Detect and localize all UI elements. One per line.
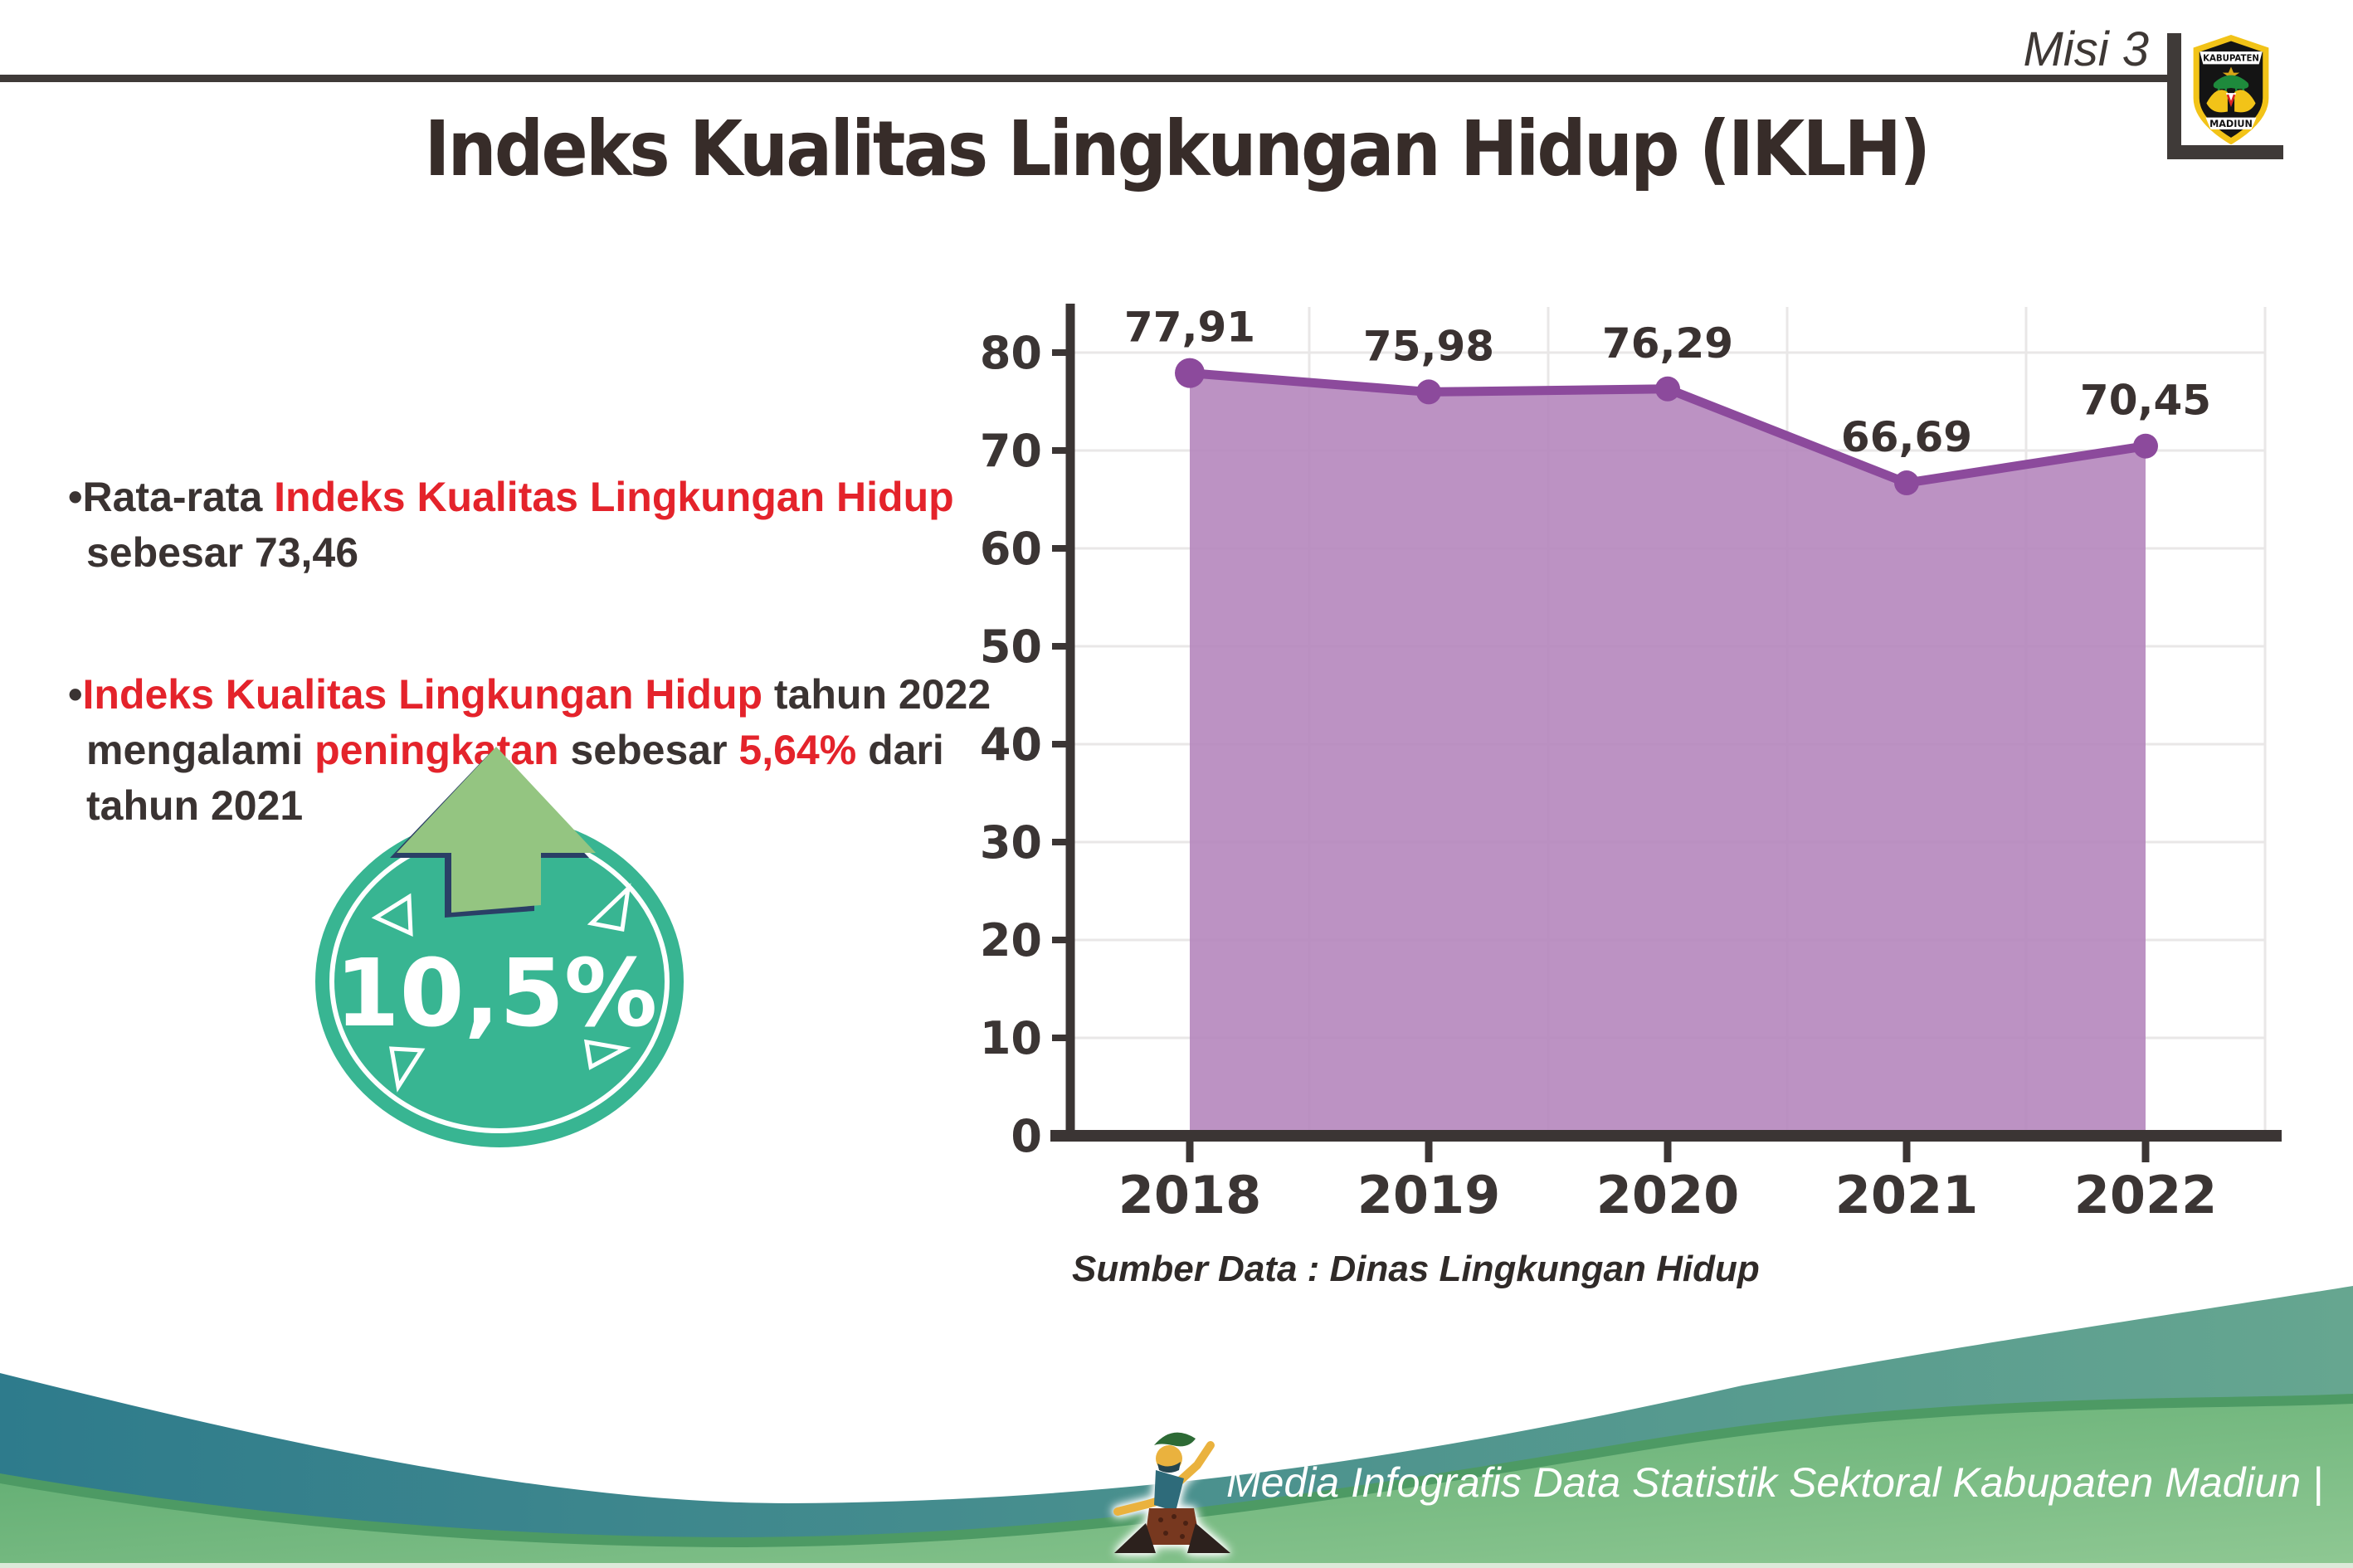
bullet-line: mengalami peningkatan sebesar 5,64% dari xyxy=(68,723,1006,778)
bullet-line: sebesar 73,46 xyxy=(68,525,1006,581)
bullet-average-iklh: •Rata-rata Indeks Kualitas Lingkungan Hi… xyxy=(68,470,1006,581)
data-point-label: 77,91 xyxy=(1124,304,1255,352)
logo-bracket-horizontal xyxy=(2167,145,2283,159)
data-point-marker xyxy=(1175,358,1205,388)
text-segment: sebesar xyxy=(558,727,739,773)
green-wave xyxy=(0,1404,2353,1568)
iklh-area-chart: 77,91 75,98 76,29 66,69 70,45 0 10 20 30 40 50 60 70… xyxy=(980,304,2282,1225)
data-point-label: 66,69 xyxy=(1841,413,1972,461)
y-tick-label: 40 xyxy=(980,718,1042,771)
kabupaten-madiun-logo: KABUPATEN MADIUN xyxy=(2193,35,2269,144)
logo-star-icon xyxy=(2222,66,2240,82)
header-rule xyxy=(0,75,2167,82)
x-tick-label: 2019 xyxy=(1357,1165,1501,1225)
x-tick-label: 2022 xyxy=(2074,1165,2218,1225)
data-point-marker xyxy=(1655,376,1680,402)
text-segment: 5,64% xyxy=(738,727,857,773)
x-tick-label: 2020 xyxy=(1596,1165,1740,1225)
logo-bottom-text: MADIUN xyxy=(2209,119,2253,129)
x-tick-label: 2021 xyxy=(1835,1165,1979,1225)
data-point-label: 75,98 xyxy=(1363,322,1494,370)
logo-tree-icon xyxy=(2213,75,2249,90)
bullet-iklh-2022: •Indeks Kualitas Lingkungan Hidup tahun … xyxy=(68,667,1006,834)
text-segment: Indeks Kualitas Lingkungan Hidup xyxy=(82,671,763,718)
data-point-marker xyxy=(1416,379,1441,405)
text-segment: dari xyxy=(856,727,944,773)
text-segment: tahun 2021 xyxy=(86,782,304,829)
y-tick-label: 80 xyxy=(980,327,1042,379)
bottom-strip xyxy=(0,1563,2353,1568)
text-segment: •Rata-rata xyxy=(68,474,275,520)
text-segment: Indeks Kualitas Lingkungan Hidup xyxy=(274,474,954,520)
badge-accent-triangle xyxy=(371,893,413,937)
y-tick-label: 10 xyxy=(980,1012,1042,1064)
data-point-label: 70,45 xyxy=(2080,377,2211,425)
up-arrow-icon xyxy=(397,747,596,913)
text-segment: sebesar 73,46 xyxy=(86,529,359,576)
logo-right-wing-icon xyxy=(2234,90,2256,113)
y-tick-label: 60 xyxy=(980,523,1042,575)
logo-top-text: KABUPATEN xyxy=(2203,54,2259,63)
logo-bracket-vertical xyxy=(2167,33,2181,159)
badge-value: 10,5% xyxy=(335,940,658,1048)
data-point-marker xyxy=(2133,433,2158,459)
bullet-line: •Rata-rata Indeks Kualitas Lingkungan Hi… xyxy=(68,470,1006,525)
dancer-mascot-icon xyxy=(1113,1432,1230,1553)
key-points: •Rata-rata Indeks Kualitas Lingkungan Hi… xyxy=(68,470,1006,834)
logo-center-shield-stripes xyxy=(2226,94,2236,108)
badge-accent-triangle xyxy=(583,1039,631,1070)
data-point-label: 76,29 xyxy=(1602,319,1733,368)
area-fill xyxy=(1190,373,2146,1134)
y-tick-label: 0 xyxy=(1011,1110,1042,1162)
y-tick-label: 30 xyxy=(980,816,1042,869)
bullet-line: •Indeks Kualitas Lingkungan Hidup tahun … xyxy=(68,667,1006,723)
y-tick-label: 70 xyxy=(980,425,1042,477)
chart-source-note: Sumber Data : Dinas Lingkungan Hidup xyxy=(1072,1249,1760,1289)
bullet-line: tahun 2021 xyxy=(68,778,1006,834)
text-segment: tahun 2022 xyxy=(762,671,991,718)
badge-accent-triangle xyxy=(587,883,631,932)
data-point-marker xyxy=(1894,470,1919,496)
text-segment: • xyxy=(68,671,83,718)
footer-credit: Media Infografis Data Statistik Sektoral… xyxy=(1226,1459,2324,1506)
y-tick-label: 50 xyxy=(980,621,1042,673)
increase-badge: 10,5% xyxy=(315,747,684,1147)
logo-left-wing-icon xyxy=(2206,90,2228,113)
text-segment: mengalami xyxy=(86,727,315,773)
logo-bottom-ribbon xyxy=(2205,117,2257,129)
page-title: Indeks Kualitas Lingkungan Hidup (IKLH) xyxy=(424,105,1932,193)
text-segment: peningkatan xyxy=(314,727,559,773)
logo-top-ribbon xyxy=(2200,51,2263,65)
x-tick-label: 2018 xyxy=(1118,1165,1262,1225)
mission-label: Misi 3 xyxy=(2023,22,2149,76)
footer-waves xyxy=(0,1286,2353,1568)
badge-accent-triangle xyxy=(388,1046,426,1093)
y-tick-label: 20 xyxy=(980,914,1042,967)
